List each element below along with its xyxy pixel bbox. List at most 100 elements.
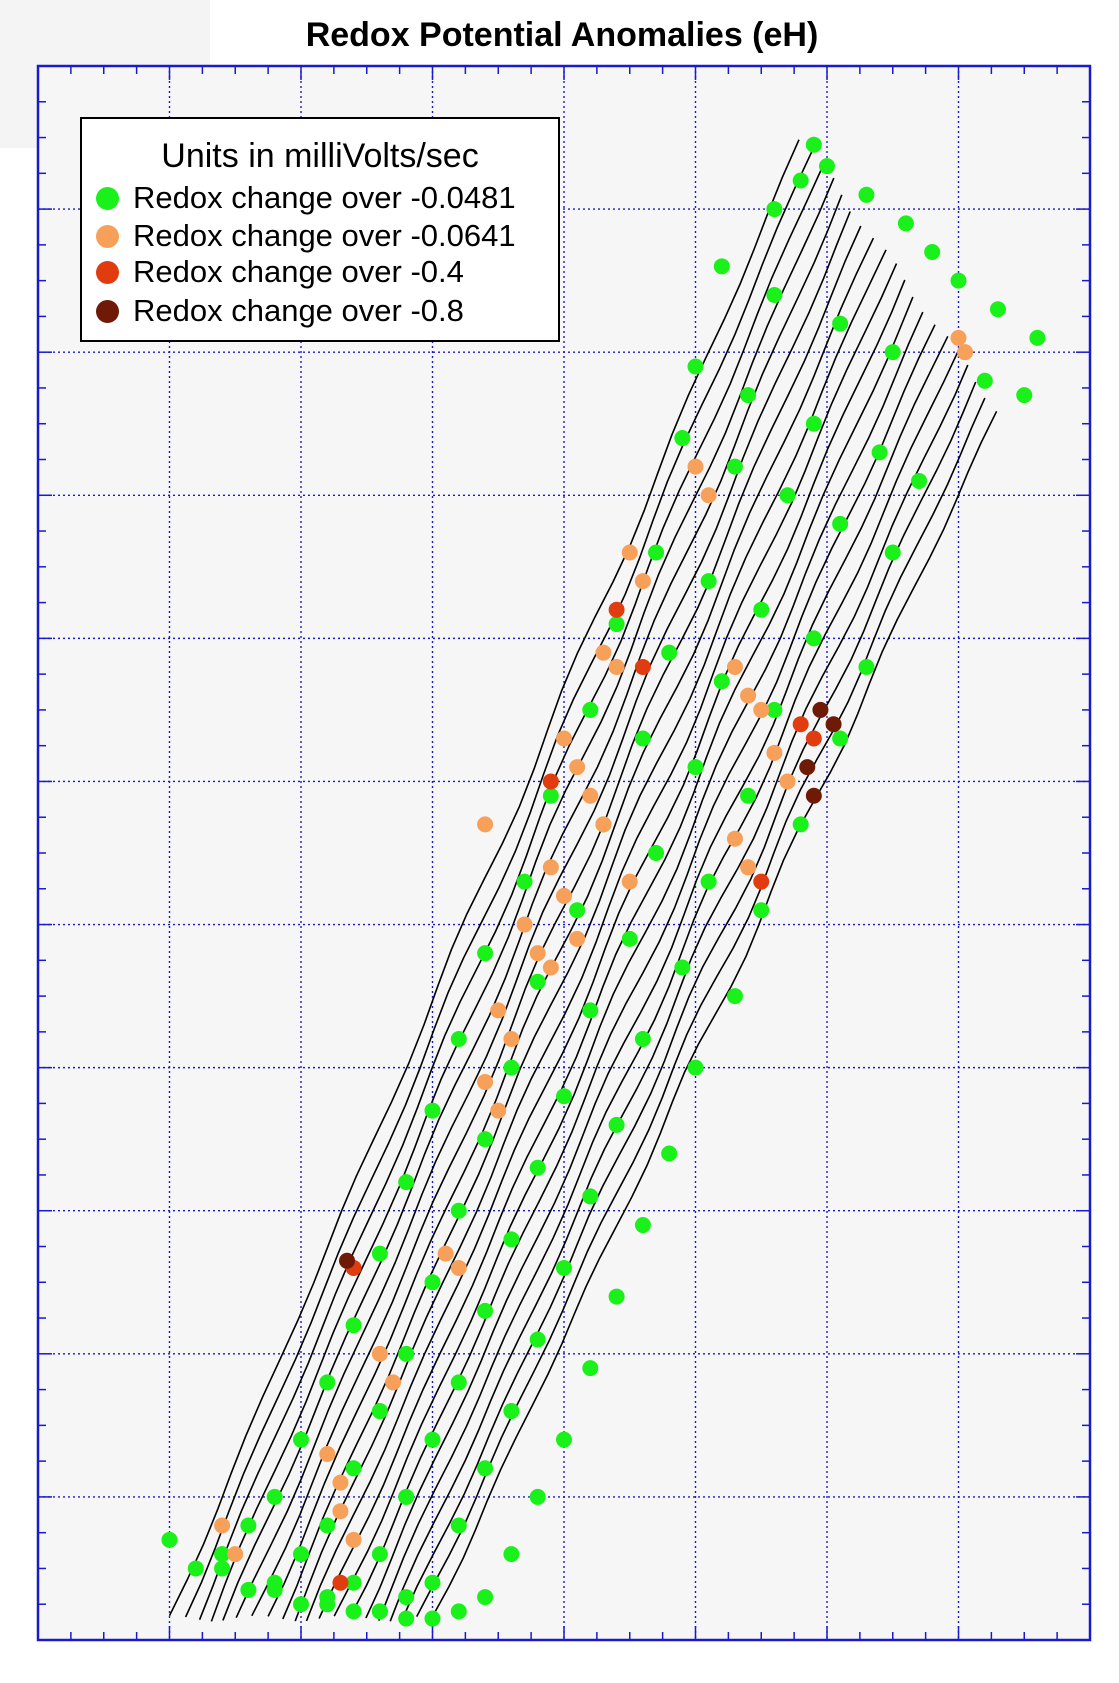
data-point	[240, 1517, 257, 1534]
data-point	[634, 730, 651, 747]
data-point	[582, 701, 599, 718]
data-point	[661, 1145, 678, 1162]
data-point	[740, 387, 757, 404]
data-point	[799, 759, 816, 776]
data-point	[648, 544, 665, 561]
data-point	[293, 1546, 309, 1563]
data-point	[529, 1331, 546, 1348]
data-point	[556, 1431, 572, 1448]
legend-label: Redox change over -0.4	[133, 254, 464, 289]
data-point	[674, 959, 691, 976]
data-point	[227, 1546, 244, 1563]
data-point	[819, 158, 835, 175]
legend-label: Redox change over -0.0481	[133, 180, 516, 215]
data-point	[339, 1252, 356, 1269]
data-point	[608, 1116, 625, 1133]
data-point	[477, 1131, 494, 1148]
data-point	[687, 358, 704, 375]
data-point	[726, 830, 743, 847]
data-point	[608, 658, 625, 675]
survey-track-line	[235, 211, 851, 1619]
legend-item-darkred: Redox change over -0.8	[96, 292, 464, 330]
data-point	[766, 701, 783, 718]
data-point	[371, 1345, 388, 1362]
data-point	[753, 601, 770, 618]
data-point	[766, 201, 783, 218]
data-point	[713, 673, 730, 690]
data-point	[161, 1531, 178, 1548]
data-point	[450, 1517, 467, 1534]
data-point	[424, 1431, 441, 1448]
data-point	[569, 902, 586, 919]
data-point	[648, 845, 665, 861]
legend-label: Redox change over -0.0641	[133, 218, 516, 253]
data-point	[976, 372, 993, 389]
data-point	[490, 1002, 507, 1019]
data-point	[477, 1073, 494, 1090]
data-point	[884, 344, 901, 361]
data-point	[398, 1174, 415, 1191]
survey-track-line	[210, 177, 835, 1622]
legend-dot-green-icon	[96, 186, 119, 210]
data-point	[398, 1610, 415, 1627]
data-point	[621, 873, 638, 890]
data-point	[293, 1431, 309, 1448]
data-point	[713, 258, 730, 275]
survey-track-line	[305, 279, 906, 1622]
data-point	[477, 1302, 494, 1319]
data-point	[1029, 329, 1046, 346]
data-point	[582, 787, 599, 804]
data-point	[779, 773, 796, 790]
data-point	[345, 1574, 362, 1591]
data-point	[700, 487, 717, 504]
data-point	[214, 1546, 231, 1563]
data-point	[293, 1596, 309, 1613]
data-point	[726, 458, 743, 475]
data-point	[529, 1488, 546, 1505]
data-point	[556, 1088, 572, 1105]
data-point	[825, 716, 842, 733]
legend-item-red: Redox change over -0.4	[96, 253, 464, 291]
data-point	[424, 1610, 441, 1627]
data-point	[214, 1517, 231, 1534]
data-point	[569, 759, 586, 776]
data-point	[332, 1474, 349, 1491]
data-point	[371, 1403, 388, 1420]
data-point	[450, 1031, 467, 1048]
data-point	[266, 1581, 283, 1598]
data-point	[871, 444, 888, 461]
data-point	[634, 658, 651, 675]
data-point	[385, 1374, 402, 1391]
data-point	[950, 272, 967, 289]
data-point	[450, 1259, 467, 1276]
data-point	[805, 415, 822, 432]
data-point	[319, 1596, 336, 1613]
data-point	[700, 873, 717, 890]
data-point	[582, 1360, 599, 1377]
survey-track-line	[378, 348, 960, 1621]
survey-track-line	[198, 163, 825, 1620]
data-point	[792, 716, 809, 733]
data-point	[477, 1589, 494, 1606]
data-point	[884, 544, 901, 561]
survey-track-line	[168, 139, 800, 1617]
survey-track-line	[349, 324, 936, 1617]
survey-track-line	[401, 381, 977, 1620]
data-point	[911, 472, 928, 489]
survey-track-line	[294, 263, 898, 1622]
data-point	[187, 1560, 204, 1577]
legend-label: Redox change over -0.8	[133, 293, 464, 328]
data-point	[608, 1288, 625, 1305]
data-point	[674, 430, 691, 447]
data-point	[621, 930, 638, 947]
data-point	[621, 544, 638, 561]
data-point	[556, 1259, 572, 1276]
legend-dot-red-icon	[96, 260, 119, 284]
data-point	[424, 1574, 441, 1591]
data-point	[740, 859, 757, 876]
data-point	[542, 787, 559, 804]
data-point	[529, 973, 546, 990]
data-point	[805, 730, 822, 747]
data-point	[542, 859, 559, 876]
